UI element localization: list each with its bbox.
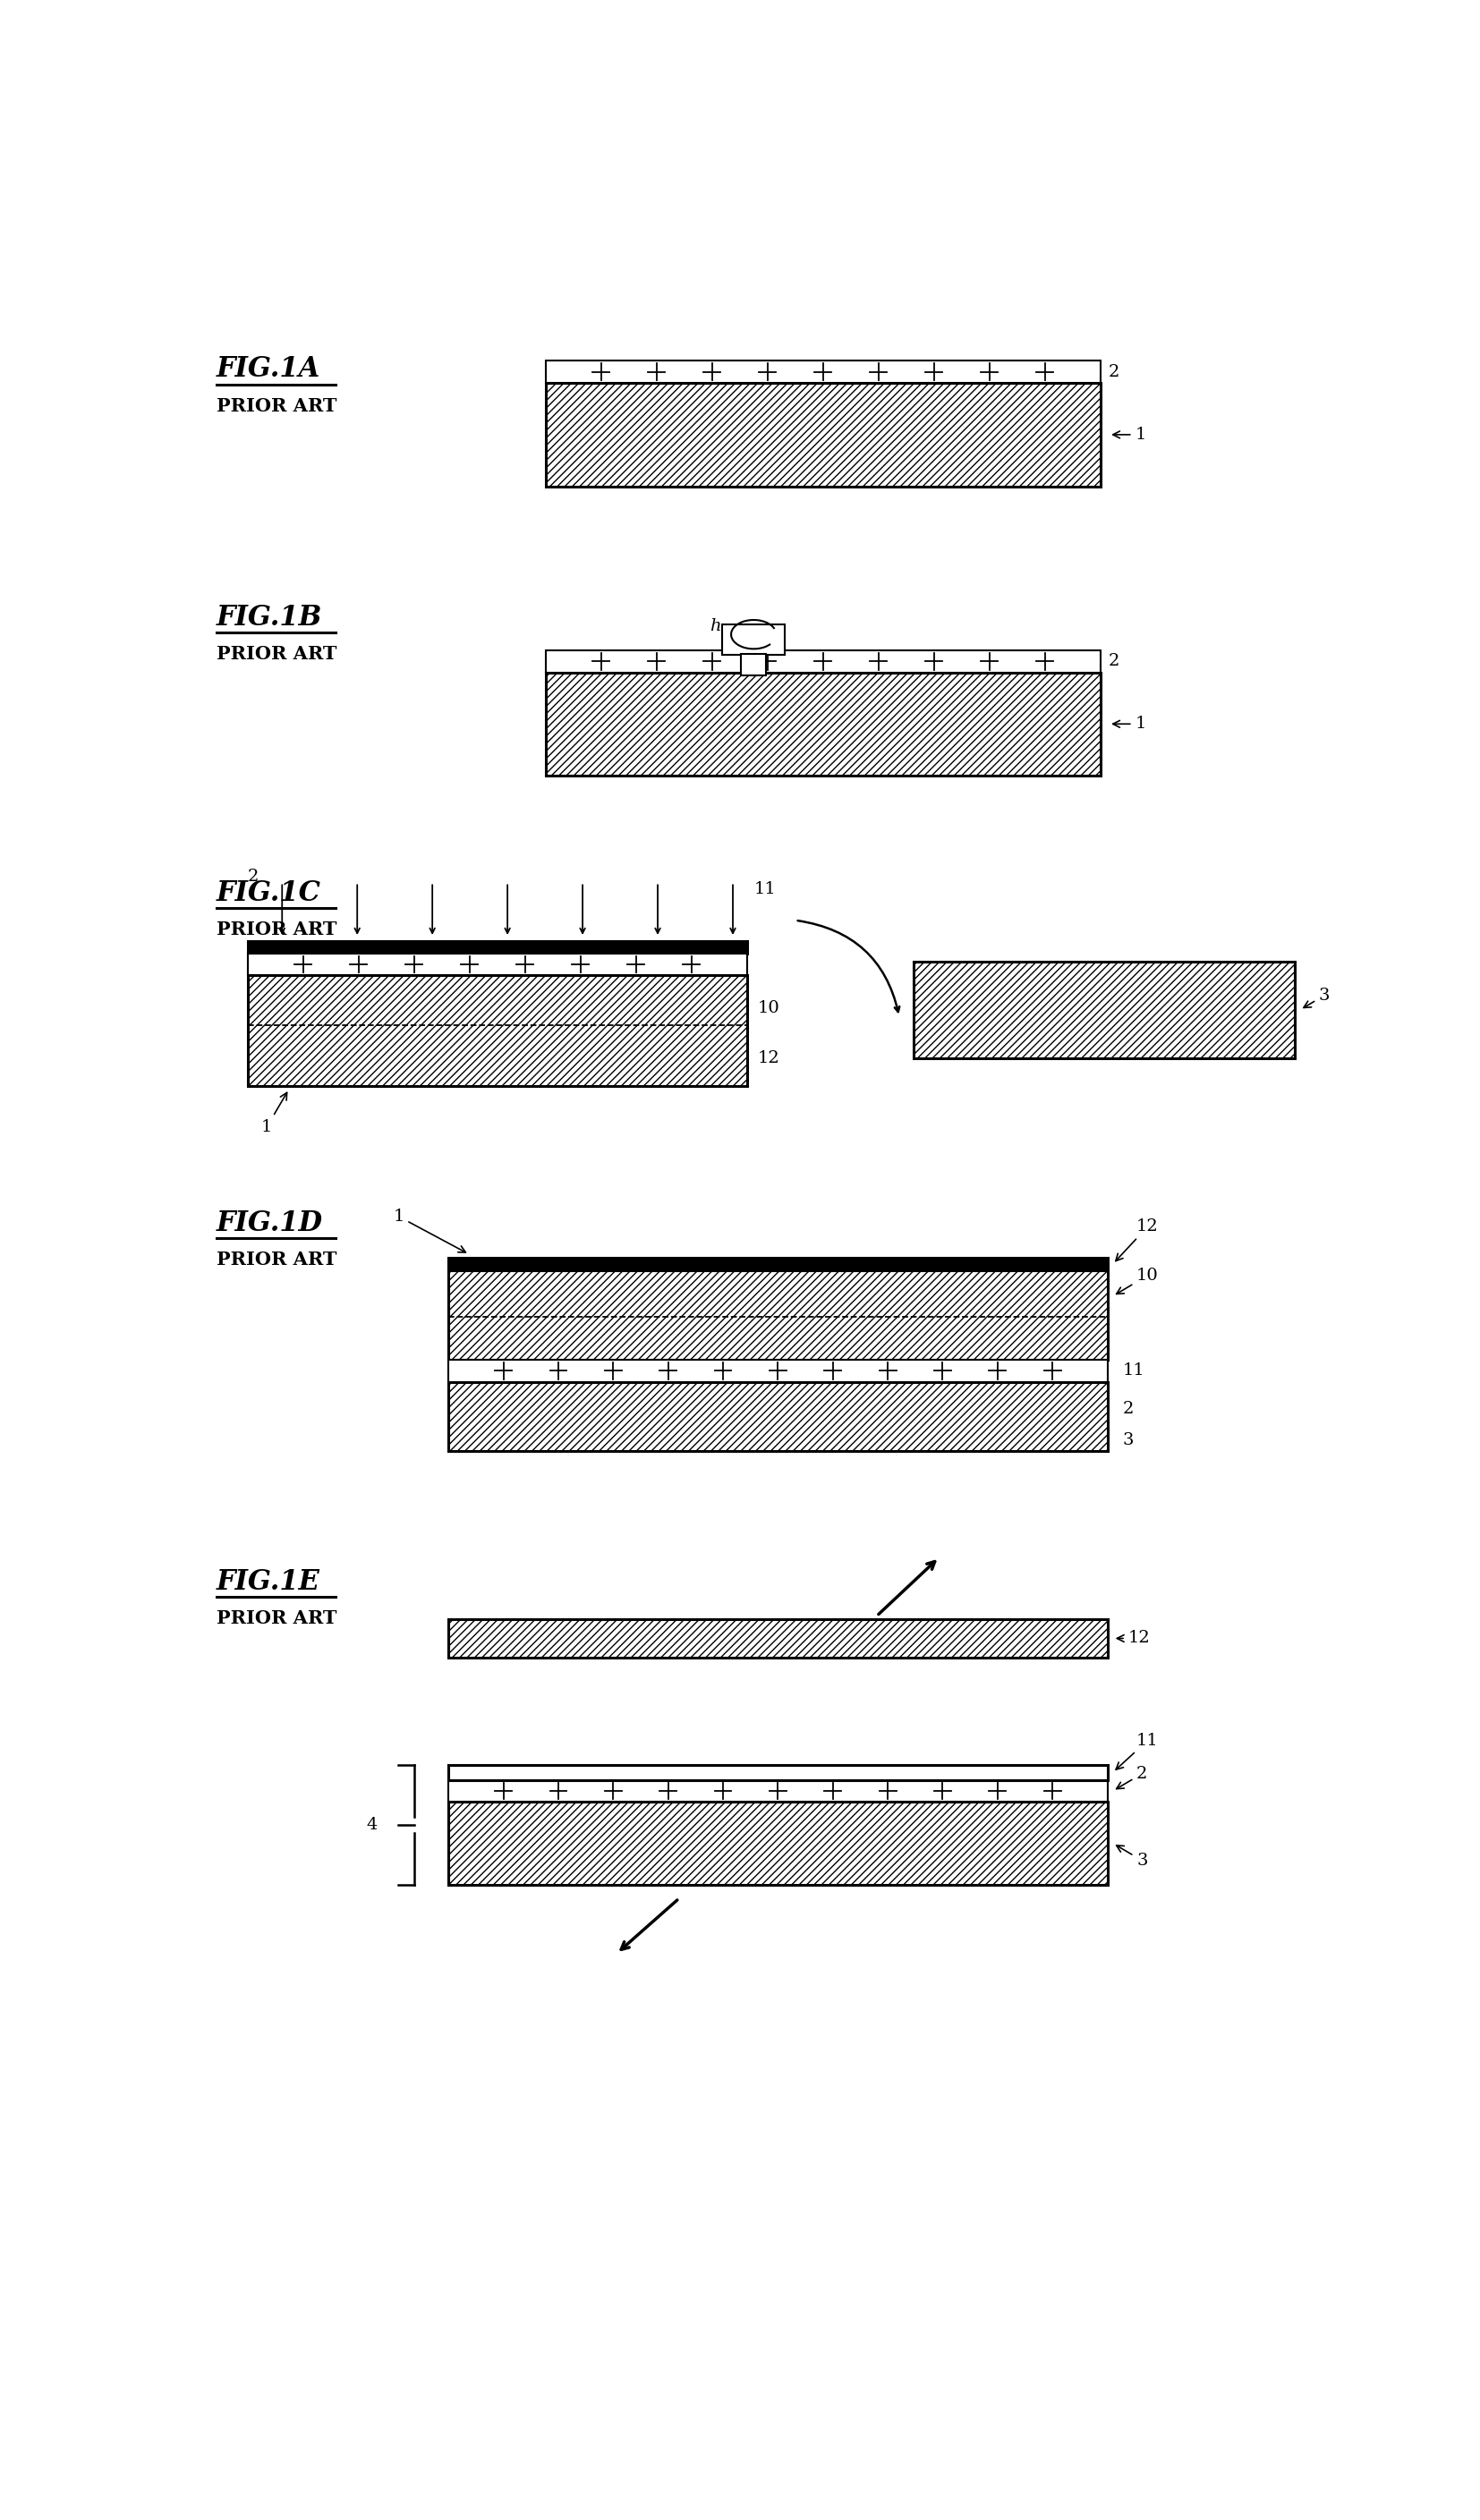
Text: 11: 11 bbox=[753, 882, 776, 897]
Text: 3: 3 bbox=[1116, 1845, 1147, 1867]
Bar bbox=[448, 1764, 1107, 1779]
Text: 2: 2 bbox=[247, 869, 259, 885]
Text: 1: 1 bbox=[1113, 716, 1146, 731]
Text: FIG.1D: FIG.1D bbox=[216, 1210, 323, 1237]
Text: PRIOR ART: PRIOR ART bbox=[216, 645, 336, 663]
Text: FIG.1A: FIG.1A bbox=[216, 355, 320, 383]
Bar bbox=[247, 953, 747, 975]
Text: h: h bbox=[710, 617, 721, 635]
Bar bbox=[448, 1361, 1107, 1381]
Text: FIG.1B: FIG.1B bbox=[216, 602, 323, 630]
Bar bbox=[546, 360, 1101, 383]
Text: 2: 2 bbox=[1109, 653, 1120, 670]
Text: 12: 12 bbox=[1117, 1630, 1150, 1646]
Bar bbox=[247, 975, 747, 1086]
Text: 4: 4 bbox=[367, 1817, 377, 1832]
Bar bbox=[741, 653, 767, 675]
Text: FIG.1E: FIG.1E bbox=[216, 1567, 320, 1595]
Text: 1: 1 bbox=[262, 1094, 287, 1134]
Bar bbox=[247, 940, 747, 953]
Bar bbox=[448, 1257, 1107, 1270]
Text: 2: 2 bbox=[1122, 1401, 1134, 1416]
Text: PRIOR ART: PRIOR ART bbox=[216, 1610, 336, 1628]
Bar bbox=[448, 1620, 1107, 1658]
Text: 2: 2 bbox=[1116, 1767, 1147, 1789]
Text: 2: 2 bbox=[1109, 363, 1120, 381]
Text: 10: 10 bbox=[1116, 1268, 1159, 1293]
Bar bbox=[448, 1802, 1107, 1885]
Text: 12: 12 bbox=[1116, 1220, 1159, 1260]
Bar bbox=[448, 1381, 1107, 1452]
Text: PRIOR ART: PRIOR ART bbox=[216, 396, 336, 416]
Text: FIG.1C: FIG.1C bbox=[216, 879, 321, 907]
Bar bbox=[722, 625, 784, 655]
Bar bbox=[546, 650, 1101, 673]
Bar bbox=[448, 1779, 1107, 1802]
Text: PRIOR ART: PRIOR ART bbox=[216, 1250, 336, 1268]
Text: 10: 10 bbox=[758, 1000, 780, 1016]
Bar bbox=[546, 383, 1101, 486]
Text: 11: 11 bbox=[1116, 1734, 1159, 1769]
Text: PRIOR ART: PRIOR ART bbox=[216, 920, 336, 937]
Text: 3: 3 bbox=[1304, 988, 1331, 1008]
Text: 1: 1 bbox=[1113, 426, 1146, 444]
Text: 11: 11 bbox=[1122, 1363, 1144, 1378]
Bar bbox=[913, 963, 1295, 1058]
Text: 1: 1 bbox=[394, 1210, 466, 1252]
Bar bbox=[546, 673, 1101, 776]
Text: 3: 3 bbox=[1122, 1431, 1134, 1449]
Text: 12: 12 bbox=[758, 1051, 780, 1066]
Bar bbox=[448, 1270, 1107, 1361]
